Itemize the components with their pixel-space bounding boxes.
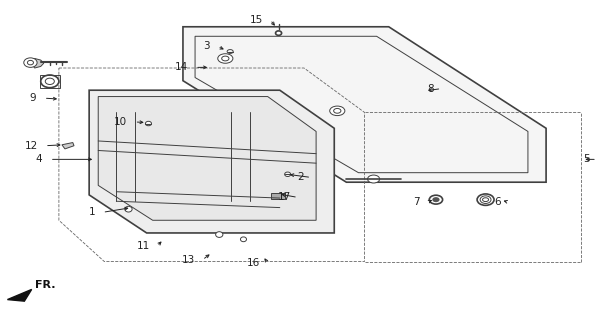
Text: 14: 14 — [174, 62, 188, 72]
Ellipse shape — [45, 78, 54, 84]
Ellipse shape — [429, 195, 443, 204]
Text: 15: 15 — [250, 15, 263, 25]
Ellipse shape — [216, 232, 223, 237]
Text: 16: 16 — [247, 258, 260, 268]
Ellipse shape — [125, 206, 132, 212]
Text: 10: 10 — [114, 117, 127, 127]
Text: 5: 5 — [583, 154, 590, 164]
Ellipse shape — [275, 31, 282, 35]
Text: 1: 1 — [89, 207, 95, 217]
Text: 2: 2 — [297, 172, 304, 182]
Text: 13: 13 — [182, 255, 195, 265]
Polygon shape — [29, 59, 44, 68]
Text: FR.: FR. — [35, 280, 55, 290]
Ellipse shape — [285, 172, 291, 177]
Ellipse shape — [480, 196, 491, 204]
Polygon shape — [7, 289, 32, 301]
Polygon shape — [89, 90, 334, 233]
Ellipse shape — [330, 106, 345, 116]
Ellipse shape — [145, 121, 151, 126]
Ellipse shape — [240, 237, 246, 242]
Text: 6: 6 — [495, 197, 502, 207]
Polygon shape — [183, 27, 546, 182]
Polygon shape — [271, 193, 285, 199]
Ellipse shape — [483, 198, 489, 202]
Text: 8: 8 — [427, 84, 434, 94]
Text: 3: 3 — [204, 41, 210, 52]
Ellipse shape — [222, 56, 229, 61]
Ellipse shape — [41, 75, 59, 88]
Ellipse shape — [24, 58, 37, 68]
Ellipse shape — [27, 60, 33, 65]
Ellipse shape — [334, 108, 341, 113]
Text: 9: 9 — [30, 93, 36, 103]
Ellipse shape — [477, 194, 494, 205]
Ellipse shape — [227, 50, 233, 53]
Text: 12: 12 — [24, 141, 38, 151]
Polygon shape — [98, 97, 316, 220]
Text: 17: 17 — [277, 192, 291, 203]
Ellipse shape — [368, 175, 379, 183]
Text: 11: 11 — [136, 241, 150, 251]
Ellipse shape — [432, 197, 440, 202]
Text: 7: 7 — [413, 197, 420, 207]
Ellipse shape — [218, 54, 233, 63]
Polygon shape — [62, 142, 74, 149]
Text: 4: 4 — [36, 154, 43, 164]
